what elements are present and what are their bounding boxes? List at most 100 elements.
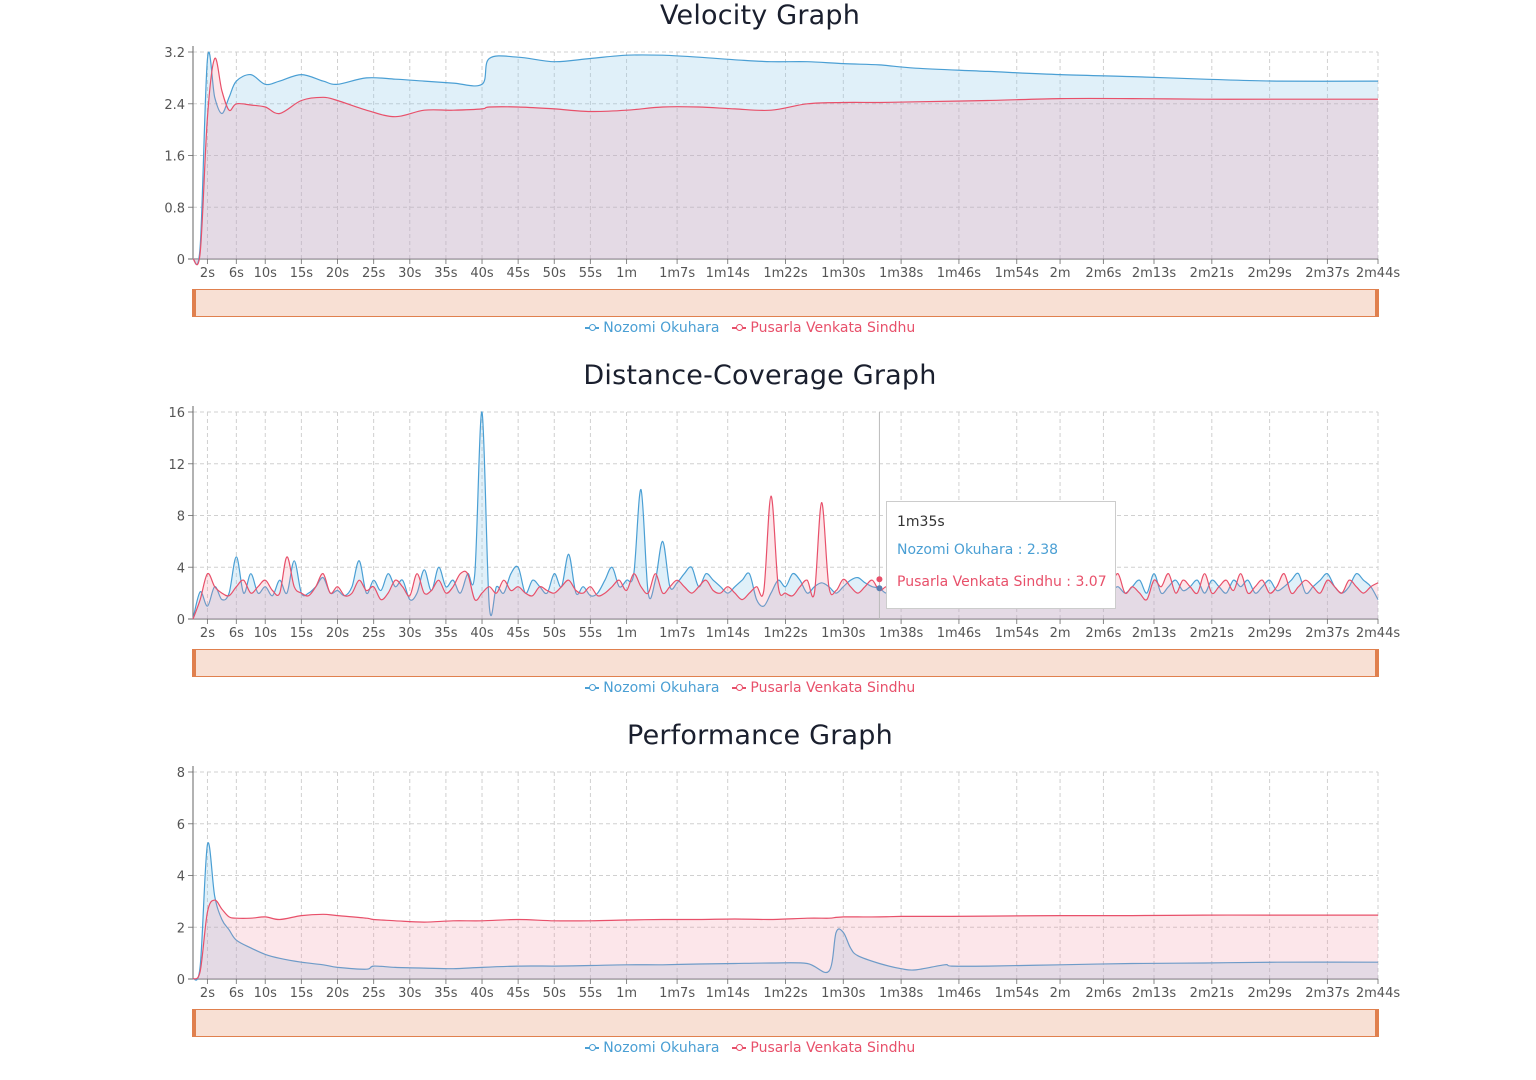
y-tick-label: 0	[177, 613, 185, 628]
legend-marker-icon	[584, 683, 599, 693]
x-tick-label: 2m13s	[1132, 266, 1176, 281]
x-tick-label: 55s	[579, 266, 603, 281]
x-tick-label: 1m38s	[879, 986, 923, 1001]
legend-label: Nozomi Okuhara	[603, 680, 720, 696]
x-tick-label: 20s	[326, 626, 350, 641]
tooltip-point-nozomi	[876, 585, 883, 592]
x-tick-label: 1m30s	[821, 626, 865, 641]
x-tick-label: 2m13s	[1132, 626, 1176, 641]
x-tick-label: 2m37s	[1305, 986, 1349, 1001]
legend-marker-icon	[731, 683, 746, 693]
series-line-sindhu	[192, 899, 1378, 980]
x-tick-label: 55s	[579, 626, 603, 641]
slider-handle-right[interactable]	[1375, 1009, 1379, 1037]
x-tick-label: 45s	[506, 626, 530, 641]
x-tick-label: 1m14s	[706, 266, 750, 281]
x-tick-label: 1m7s	[659, 266, 695, 281]
legend-marker-icon	[584, 323, 599, 333]
x-tick-label: 10s	[254, 266, 278, 281]
chart-title: Distance-Coverage Graph	[583, 360, 937, 391]
y-tick-label: 0.8	[164, 201, 185, 216]
x-tick-label: 2s	[200, 626, 215, 641]
slider-handle-left[interactable]	[192, 649, 196, 677]
x-tick-label: 40s	[470, 626, 494, 641]
distance-coverage-chart-panel: Distance-Coverage Graph 0 4 8 12 16 2s 6s 10s 15…	[0, 360, 1536, 720]
chart-legend: Nozomi Okuhara Pusarla Venkata Sindhu	[0, 1040, 1500, 1056]
slider-handle-left[interactable]	[192, 289, 196, 317]
x-tick-label: 35s	[434, 626, 458, 641]
x-tick-label: 45s	[506, 986, 530, 1001]
x-tick-label: 2m6s	[1085, 986, 1121, 1001]
time-range-slider[interactable]	[192, 1009, 1379, 1037]
y-tick-label: 4	[177, 561, 185, 576]
x-tick-label: 6s	[229, 266, 244, 281]
y-tick-label: 1.6	[164, 150, 185, 165]
y-tick-label: 8	[177, 766, 185, 781]
x-tick-label: 1m38s	[879, 266, 923, 281]
x-tick-label: 1m46s	[937, 266, 981, 281]
slider-handle-left[interactable]	[192, 1009, 196, 1037]
x-tick-label: 2s	[200, 986, 215, 1001]
series-area-nozomi	[193, 411, 1378, 619]
x-tick-label: 1m7s	[659, 986, 695, 1001]
performance-chart-panel: Performance Graph 0 2 4 6 8 2s 6s 10s 15s 20s 25s 3…	[0, 720, 1536, 1080]
x-tick-label: 1m54s	[995, 266, 1039, 281]
x-tick-label: 40s	[470, 266, 494, 281]
legend-marker-icon	[731, 1043, 746, 1053]
x-tick-label: 10s	[254, 986, 278, 1001]
x-tick-label: 25s	[362, 626, 386, 641]
x-tick-label: 2m44s	[1356, 986, 1400, 1001]
x-tick-label: 2s	[200, 266, 215, 281]
x-tick-label: 1m46s	[937, 626, 981, 641]
x-tick-label: 6s	[229, 986, 244, 1001]
chart-title: Velocity Graph	[659, 0, 861, 31]
x-tick-label: 2m37s	[1305, 626, 1349, 641]
x-tick-label: 25s	[362, 986, 386, 1001]
x-tick-label: 1m	[616, 626, 637, 641]
x-tick-label: 1m38s	[879, 626, 923, 641]
slider-handle-right[interactable]	[1375, 649, 1379, 677]
series-line-sindhu	[192, 57, 1378, 266]
chart-title: Performance Graph	[627, 720, 893, 751]
x-tick-label: 40s	[470, 986, 494, 1001]
time-range-slider[interactable]	[192, 649, 1379, 677]
x-tick-label: 30s	[398, 626, 422, 641]
x-tick-label: 2m44s	[1356, 626, 1400, 641]
x-tick-label: 35s	[434, 986, 458, 1001]
x-tick-label: 50s	[543, 986, 567, 1001]
time-range-slider[interactable]	[192, 289, 1379, 317]
x-tick-label: 1m54s	[995, 626, 1039, 641]
y-tick-label: 12	[168, 458, 185, 473]
x-tick-label: 2m13s	[1132, 986, 1176, 1001]
x-tick-label: 30s	[398, 266, 422, 281]
legend-marker-icon	[584, 1043, 599, 1053]
x-tick-label: 1m	[616, 986, 637, 1001]
x-tick-label: 2m29s	[1247, 626, 1291, 641]
legend-item-nozomi[interactable]: Nozomi Okuhara	[584, 1040, 720, 1056]
legend-item-sindhu[interactable]: Pusarla Venkata Sindhu	[731, 680, 915, 696]
x-tick-label: 20s	[326, 986, 350, 1001]
x-tick-label: 1m30s	[821, 986, 865, 1001]
x-tick-label: 2m	[1050, 266, 1071, 281]
velocity-chart-panel: Velocity Graph 0 0.8 1.6 2.4 3.2 2s 6s 10s 15s 20…	[0, 0, 1536, 360]
legend-marker-icon	[731, 323, 746, 333]
x-tick-label: 45s	[506, 266, 530, 281]
legend-item-nozomi[interactable]: Nozomi Okuhara	[584, 680, 720, 696]
x-tick-label: 2m	[1050, 986, 1071, 1001]
legend-label: Pusarla Venkata Sindhu	[750, 1040, 916, 1056]
performance-chart-plot: 0 2 4 6 8 2s 6s 10s 15s 20s 25s 30s 35s 40s 45s 50s 55s 1…	[177, 766, 1400, 1001]
y-tick-label: 6	[177, 818, 185, 833]
series-line-sindhu	[192, 495, 1379, 620]
x-tick-label: 2m29s	[1247, 266, 1291, 281]
series-area-nozomi	[193, 842, 1378, 981]
distance-coverage-chart-plot: 0 4 8 12 16 2s 6s 10s 15s 20s 25s 30s 35s 40s 45s 50s 55…	[168, 406, 1400, 641]
x-tick-label: 6s	[229, 626, 244, 641]
y-tick-label: 4	[177, 870, 185, 885]
y-tick-label: 8	[177, 510, 185, 525]
legend-item-sindhu[interactable]: Pusarla Venkata Sindhu	[731, 1040, 916, 1056]
legend-item-sindhu[interactable]: Pusarla Venkata Sindhu	[731, 320, 915, 336]
x-tick-label: 1m22s	[763, 626, 807, 641]
x-tick-label: 15s	[290, 986, 314, 1001]
legend-item-nozomi[interactable]: Nozomi Okuhara	[584, 320, 720, 336]
slider-handle-right[interactable]	[1375, 289, 1379, 317]
